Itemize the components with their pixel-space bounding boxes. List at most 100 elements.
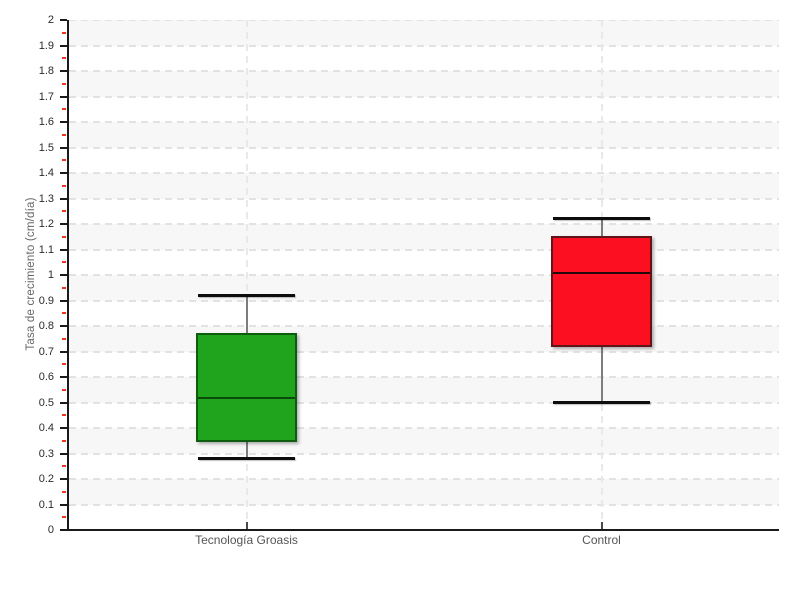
- y-minor-tick-mark: [62, 337, 66, 340]
- y-minor-tick-mark: [62, 388, 66, 391]
- y-tick-mark: [60, 376, 67, 378]
- y-tick-label: 1.8: [38, 65, 54, 77]
- y-tick-label: 0.9: [38, 294, 54, 307]
- whisker-cap-min: [553, 401, 650, 404]
- y-tick-label: 0: [47, 524, 54, 536]
- plot-band: [69, 45, 779, 71]
- gridline-horizontal: [69, 121, 779, 123]
- plot-band: [69, 71, 779, 97]
- y-tick-label: 0.7: [38, 345, 54, 358]
- plot-band: [69, 504, 779, 530]
- y-tick-mark: [60, 146, 67, 149]
- plot-band: [69, 300, 779, 326]
- y-tick-mark: [60, 325, 67, 327]
- y-tick-mark: [60, 44, 67, 47]
- y-tick-label: 0.2: [38, 473, 54, 485]
- y-tick-mark: [60, 19, 67, 21]
- gridline-horizontal: [69, 376, 779, 378]
- gridline-horizontal: [69, 44, 779, 47]
- plot-band: [69, 453, 779, 479]
- y-minor-tick-mark: [62, 465, 66, 468]
- gridline-horizontal: [69, 452, 779, 455]
- plot-band: [69, 198, 779, 224]
- y-minor-tick-mark: [62, 439, 66, 442]
- category-label: Tecnología Groasis: [195, 533, 298, 547]
- plot-band: [69, 224, 779, 250]
- y-minor-tick-mark: [62, 184, 66, 187]
- y-tick-label: 1.3: [38, 192, 54, 205]
- y-minor-tick-mark: [62, 159, 66, 162]
- gridline-horizontal: [69, 248, 779, 251]
- y-tick-mark: [60, 70, 67, 72]
- median-line: [553, 272, 650, 275]
- y-tick-mark: [60, 478, 67, 480]
- y-minor-tick-mark: [62, 363, 66, 366]
- y-minor-tick-mark: [62, 133, 66, 136]
- y-tick-label: 2: [47, 14, 54, 26]
- plot-band: [69, 402, 779, 428]
- gridline-horizontal: [69, 325, 779, 327]
- gridline-horizontal: [69, 478, 779, 480]
- gridline-horizontal: [69, 401, 779, 404]
- y-minor-tick-mark: [62, 261, 66, 264]
- plot-band: [69, 351, 779, 377]
- y-minor-tick-mark: [62, 82, 66, 85]
- plot-band: [69, 326, 779, 352]
- gridline-horizontal: [69, 20, 779, 21]
- y-minor-tick-mark: [62, 312, 66, 315]
- y-tick-mark: [60, 529, 67, 531]
- iqr-box: [551, 235, 652, 348]
- y-tick-mark: [60, 299, 67, 302]
- gridline-horizontal: [69, 197, 779, 200]
- y-tick-label: 1.5: [38, 141, 54, 154]
- y-tick-label: 1.4: [38, 167, 54, 179]
- plot-band: [69, 377, 779, 403]
- y-tick-label: 0.8: [38, 320, 54, 332]
- x-axis-labels: Tecnología Groasis Control: [69, 533, 779, 549]
- y-minor-tick-mark: [62, 108, 66, 111]
- y-minor-tick-mark: [62, 286, 66, 289]
- y-tick-label: 1.2: [38, 218, 54, 230]
- gridline-vertical: [245, 20, 248, 530]
- plot-band: [69, 147, 779, 173]
- y-tick-label: 0.3: [38, 447, 54, 460]
- y-tick-label: 1: [47, 269, 54, 281]
- gridline-horizontal: [69, 172, 779, 174]
- plot-band: [69, 479, 779, 505]
- gridline-horizontal: [69, 70, 779, 72]
- y-tick-label: 1.7: [38, 90, 54, 103]
- gridline-horizontal: [69, 299, 779, 302]
- whisker-cap-max: [198, 293, 295, 297]
- y-tick-mark: [60, 248, 67, 251]
- y-tick-mark: [60, 350, 67, 353]
- x-axis-line: [67, 529, 779, 531]
- x-tick-mark: [245, 522, 248, 530]
- y-tick-mark: [60, 121, 67, 123]
- gridline-horizontal: [69, 95, 779, 98]
- gridline-horizontal: [69, 146, 779, 149]
- category-label: Control: [582, 533, 621, 547]
- y-minor-tick-mark: [62, 516, 66, 519]
- y-minor-tick-mark: [62, 414, 66, 417]
- y-axis: 0 0.1 0.2 0.3 0.4 0.5 0.6 0.7 0.8 0.9 1 1.1 1.2 1.3 1.…: [0, 14, 67, 536]
- gridline-horizontal: [69, 350, 779, 353]
- y-tick-label: 1.1: [38, 243, 54, 256]
- iqr-box: [196, 332, 297, 442]
- plot-band: [69, 173, 779, 199]
- y-tick-label: 1.6: [38, 116, 54, 128]
- y-tick-label: 1.9: [38, 39, 54, 52]
- y-minor-tick-mark: [62, 57, 66, 60]
- y-minor-tick-mark: [62, 490, 66, 493]
- whisker-cap-min: [198, 457, 295, 461]
- plot-area: [69, 20, 779, 530]
- gridline-horizontal: [69, 427, 779, 429]
- x-tick-mark: [600, 522, 603, 530]
- y-tick-mark: [60, 223, 67, 225]
- y-tick-label: 0.6: [38, 371, 54, 383]
- y-minor-tick-mark: [62, 31, 66, 34]
- plot-band: [69, 275, 779, 301]
- y-tick-mark: [60, 401, 67, 404]
- y-tick-label: 0.4: [38, 422, 54, 434]
- y-tick-mark: [60, 452, 67, 455]
